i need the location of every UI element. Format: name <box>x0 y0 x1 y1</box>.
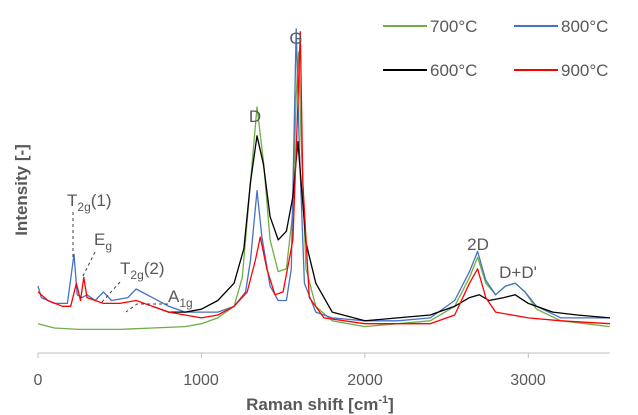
peak-label-t2g2: T2g(2) <box>120 259 165 282</box>
a1g-sub: 1g <box>179 296 192 310</box>
legend-label-600: 600°C <box>430 61 477 80</box>
t2g1-tail: (1) <box>91 191 112 210</box>
plot-area <box>37 28 611 331</box>
a1g-base: A <box>168 287 180 306</box>
legend-label-700: 700°C <box>430 17 477 36</box>
legend-label-900: 900°C <box>561 61 608 80</box>
t2g2-sub: 2g <box>130 268 143 282</box>
x-axis-title-sup: -1 <box>378 394 388 406</box>
series-line-600 <box>152 135 611 322</box>
peak-label-d: D <box>249 107 261 126</box>
x-axis-title: Raman shift [cm-1] <box>246 394 394 414</box>
x-tick-label: 0 <box>34 372 43 389</box>
legend: 700°C 800°C 600°C 900°C <box>383 17 608 80</box>
peak-leader-lines <box>72 212 168 313</box>
x-tick-label: 1000 <box>183 372 219 389</box>
x-tick-label: 2000 <box>347 372 383 389</box>
peak-label-2d: 2D <box>467 235 489 254</box>
peak-label-g: G <box>289 29 302 48</box>
t2g1-base: T <box>67 191 77 210</box>
peak-label-dd: D+D' <box>499 263 537 282</box>
series-line-900 <box>37 31 611 325</box>
t2g1-sub: 2g <box>77 200 90 214</box>
x-tick-marks <box>37 353 529 358</box>
leader-a1g <box>125 303 168 313</box>
peak-label-t2g1: T2g(1) <box>67 191 112 214</box>
x-axis-title-main: Raman shift [cm <box>246 395 378 414</box>
x-axis-title-close: ] <box>388 395 394 414</box>
peak-label-eg: Eg <box>94 230 112 253</box>
leader-t2g2 <box>101 281 121 303</box>
legend-label-800: 800°C <box>561 17 608 36</box>
t2g2-base: T <box>120 259 130 278</box>
series-line-800 <box>37 28 610 322</box>
eg-sub: g <box>105 239 112 253</box>
eg-base: E <box>94 230 105 249</box>
series-line-700 <box>37 51 611 331</box>
t2g2-tail: (2) <box>144 259 165 278</box>
leader-eg <box>81 251 96 279</box>
x-tick-label: 3000 <box>510 372 546 389</box>
y-axis-title: Intensity [-] <box>12 144 31 236</box>
peak-label-a1g: A1g <box>168 287 193 310</box>
